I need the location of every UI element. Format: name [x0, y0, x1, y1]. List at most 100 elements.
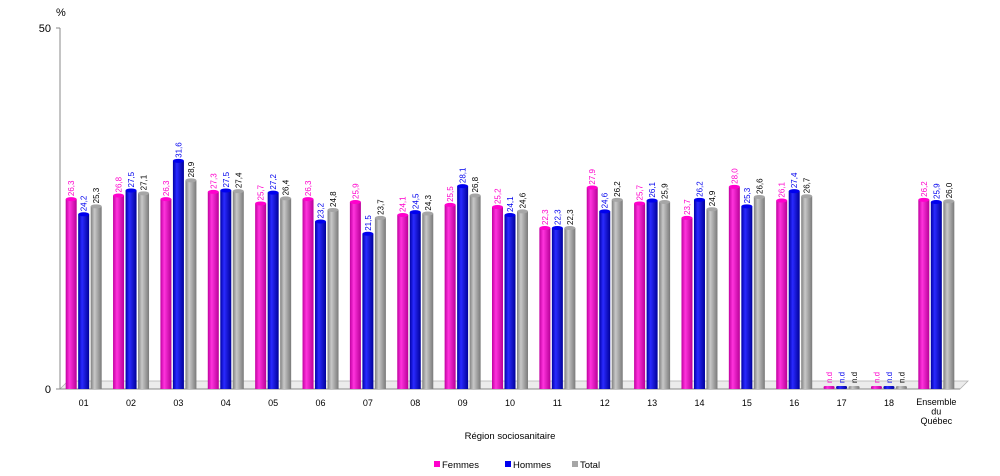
data-label-total-11: 22,3 — [566, 209, 575, 225]
x-tick-labels-group: 01 02 03 04 05 06 07 08 09 10 11 12 13 14 15 16 17 18 Ense… — [79, 397, 957, 426]
x-tick-label-12: 12 — [600, 398, 610, 408]
x-axis-title: Région sociosanitaire — [465, 431, 556, 442]
bar-femmes-12 — [586, 187, 598, 389]
data-label-total-02: 27,1 — [140, 174, 149, 190]
data-label-femmes-05: 25,7 — [257, 184, 266, 200]
x-tick-label-03: 03 — [173, 398, 183, 408]
data-label-femmes-09: 25,5 — [446, 186, 455, 202]
bar-total-05 — [280, 198, 292, 389]
data-label-hommes-09: 28,1 — [459, 167, 468, 183]
data-label-total-12: 26,2 — [613, 181, 622, 197]
bar-cap-total-12 — [611, 197, 623, 202]
bar-hommes-16 — [788, 191, 800, 389]
bar-cap-femmes-11 — [539, 225, 551, 230]
x-tick-label-ensemble-du-qu-bec: Ensemble du Québec — [916, 397, 956, 426]
data-labels-group: 26,324,225,326,8 27,5 27,1 26,331,628,927,3… — [67, 142, 954, 383]
bar-femmes-18 — [870, 386, 882, 389]
data-label-total-06: 24,8 — [329, 191, 338, 207]
bar-cap-hommes-01 — [78, 212, 90, 217]
bar-femmes-08 — [397, 214, 409, 389]
bar-cap-hommes-ensemble-du-qu-bec — [930, 200, 942, 205]
x-tick-label-10: 10 — [505, 398, 515, 408]
bar-cap-total-10 — [517, 209, 528, 214]
x-tick-label-04: 04 — [221, 398, 231, 408]
bar-hommes-11 — [551, 227, 563, 389]
bar-cap-femmes-08 — [397, 212, 409, 217]
data-label-hommes-10: 24,1 — [506, 196, 515, 212]
bar-cap-hommes-04 — [220, 188, 232, 193]
bar-hommes-18 — [883, 386, 895, 389]
x-tick-label-15: 15 — [742, 398, 752, 408]
data-label-hommes-13: 26,1 — [648, 181, 657, 197]
bar-femmes-17 — [823, 386, 835, 389]
bar-total-09 — [469, 195, 481, 389]
data-label-femmes-14: 23,7 — [683, 199, 692, 215]
bar-total-06 — [327, 209, 339, 389]
y-unit-label: % — [56, 7, 66, 19]
bar-cap-hommes-11 — [551, 225, 563, 230]
bar-total-15 — [753, 196, 765, 389]
bar-total-17 — [848, 386, 860, 389]
data-label-femmes-06: 26,3 — [304, 180, 313, 196]
bar-hommes-13 — [646, 200, 658, 389]
bar-cap-total-11 — [564, 225, 576, 230]
bar-cap-femmes-16 — [776, 198, 788, 203]
bar-hommes-15 — [741, 206, 753, 389]
data-label-total-03: 28,9 — [187, 161, 196, 177]
legend-label-total: Total — [580, 460, 600, 471]
bar-cap-hommes-07 — [362, 231, 374, 236]
bar-total-10 — [517, 211, 528, 389]
data-label-femmes-03: 26,3 — [162, 180, 171, 196]
data-label-femmes-04: 27,3 — [209, 173, 218, 189]
legend-swatch-hommes — [505, 461, 511, 467]
bar-cap-femmes-ensemble-du-qu-bec — [918, 197, 930, 202]
bar-hommes-ensemble-du-qu-bec — [930, 202, 942, 389]
x-tick-label-06: 06 — [316, 398, 326, 408]
legend-label-femmes: Femmes — [442, 460, 479, 471]
bar-cap-femmes-06 — [302, 197, 314, 202]
data-label-femmes-01: 26,3 — [67, 180, 76, 196]
bar-femmes-15 — [728, 186, 740, 389]
data-label-total-04: 27,4 — [234, 172, 243, 188]
x-tick-label-17: 17 — [837, 398, 847, 408]
data-label-femmes-ensemble-du-qu-bec: 26,2 — [920, 181, 929, 197]
bar-femmes-05 — [255, 203, 267, 389]
bar-hommes-04 — [220, 190, 232, 389]
bar-cap-femmes-13 — [634, 201, 646, 206]
bar-cap-femmes-07 — [349, 200, 361, 205]
bar-cap-femmes-09 — [444, 202, 456, 207]
bar-cap-total-05 — [280, 196, 292, 201]
bar-femmes-03 — [160, 199, 172, 389]
bar-cap-femmes-05 — [255, 201, 267, 206]
bar-total-ensemble-du-qu-bec — [943, 201, 955, 389]
data-label-hommes-03: 31,6 — [174, 142, 183, 158]
bar-hommes-10 — [504, 214, 516, 389]
bar-cap-hommes-06 — [315, 219, 327, 224]
data-label-hommes-02: 27,5 — [127, 171, 136, 187]
bar-cap-total-04 — [232, 189, 244, 194]
data-label-hommes-11: 22,3 — [553, 209, 562, 225]
data-label-total-15: 26,6 — [755, 178, 764, 194]
data-label-femmes-18: n.d — [872, 372, 881, 383]
data-label-total-13: 25,9 — [661, 183, 670, 199]
x-tick-label-08: 08 — [410, 398, 420, 408]
bar-hommes-05 — [267, 192, 279, 389]
bar-cap-hommes-15 — [741, 204, 753, 209]
bar-cap-hommes-09 — [457, 184, 469, 189]
bar-femmes-14 — [681, 217, 693, 389]
x-tick-label-14: 14 — [694, 398, 704, 408]
data-label-hommes-05: 27,2 — [269, 173, 278, 189]
bar-total-07 — [374, 217, 386, 389]
data-label-total-09: 26,8 — [471, 176, 480, 192]
bar-total-16 — [801, 196, 813, 389]
data-label-hommes-18: n.d — [885, 372, 894, 383]
bar-femmes-11 — [539, 227, 551, 389]
data-label-total-07: 23,7 — [376, 199, 385, 215]
bar-cap-total-01 — [90, 204, 102, 209]
data-label-femmes-17: n.d — [825, 372, 834, 383]
legend-swatch-femmes — [434, 461, 440, 467]
bar-hommes-06 — [315, 221, 327, 389]
x-tick-label-09: 09 — [458, 398, 468, 408]
data-label-total-05: 26,4 — [282, 179, 291, 195]
data-label-total-08: 24,3 — [424, 194, 433, 210]
